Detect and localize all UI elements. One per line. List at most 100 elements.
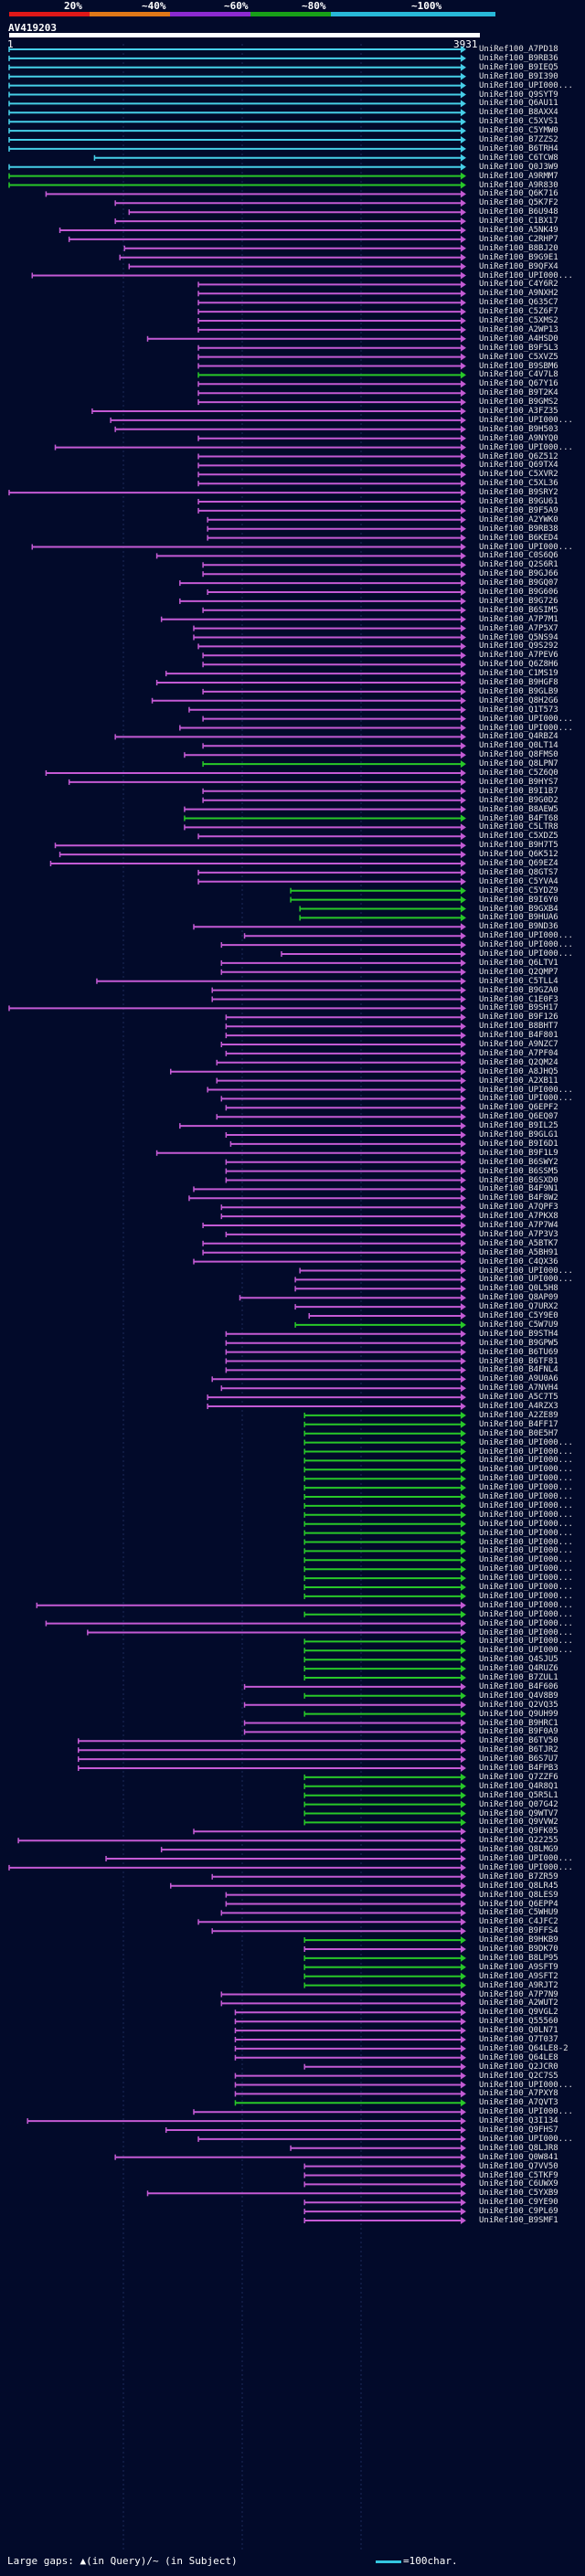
hit-label[interactable]: UniRef100_B9GLB9 [479, 686, 558, 696]
hit-bar[interactable] [193, 624, 466, 632]
hit-bar[interactable] [225, 1158, 466, 1166]
hit-bar[interactable] [197, 325, 466, 334]
hit-bar[interactable] [234, 2036, 466, 2043]
hit-label[interactable]: UniRef100_B6SWY2 [479, 1157, 558, 1167]
hit-label[interactable]: UniRef100_B6SXD0 [479, 1175, 558, 1185]
hit-bar[interactable] [216, 1058, 466, 1066]
hit-bar[interactable] [229, 1140, 466, 1148]
hit-label[interactable]: UniRef100_A9NYQ0 [479, 433, 558, 443]
hit-label[interactable]: UniRef100_B9F0A9 [479, 1727, 558, 1737]
hit-label[interactable]: UniRef100_Q635C7 [479, 298, 558, 308]
hit-label[interactable]: UniRef100_UPI000... [479, 1637, 573, 1647]
hit-label[interactable]: UniRef100_UPI000... [479, 1600, 573, 1610]
hit-label[interactable]: UniRef100_C2RHP7 [479, 234, 558, 244]
hit-bar[interactable] [220, 941, 466, 949]
hit-label[interactable]: UniRef100_B6KED4 [479, 533, 558, 543]
hit-label[interactable]: UniRef100_UPI000... [479, 1456, 573, 1466]
hit-bar[interactable] [160, 1846, 466, 1854]
hit-bar[interactable] [303, 1800, 466, 1808]
hit-label[interactable]: UniRef100_Q2VQ35 [479, 1700, 558, 1710]
hit-label[interactable]: UniRef100_B9RB36 [479, 53, 558, 63]
hit-label[interactable]: UniRef100_B6TRH4 [479, 143, 558, 154]
hit-label[interactable]: UniRef100_C5TLL4 [479, 976, 558, 986]
hit-bar[interactable] [243, 1719, 466, 1727]
hit-label[interactable]: UniRef100_A7PF04 [479, 1048, 558, 1058]
hit-label[interactable]: UniRef100_Q6EPP4 [479, 1899, 558, 1909]
hit-label[interactable]: UniRef100_B9GZA0 [479, 985, 558, 995]
hit-bar[interactable] [234, 2009, 466, 2017]
hit-label[interactable]: UniRef100_C5YVA4 [479, 876, 558, 886]
hit-label[interactable]: UniRef100_C5XMS2 [479, 316, 558, 325]
hit-bar[interactable] [8, 181, 466, 189]
hit-label[interactable]: UniRef100_UPI000... [479, 1510, 573, 1520]
hit-bar[interactable] [193, 1828, 466, 1836]
hit-bar[interactable] [8, 63, 466, 71]
hit-bar[interactable] [197, 317, 466, 324]
hit-bar[interactable] [31, 543, 466, 551]
hit-bar[interactable] [303, 1818, 466, 1827]
hit-label[interactable]: UniRef100_B9GPW5 [479, 1338, 558, 1348]
hit-label[interactable]: UniRef100_Q64LE8 [479, 2052, 558, 2062]
hit-bar[interactable] [193, 923, 466, 931]
hit-bar[interactable] [303, 1782, 466, 1790]
hit-bar[interactable] [207, 1403, 466, 1410]
hit-bar[interactable] [45, 190, 466, 198]
hit-bar[interactable] [197, 498, 466, 505]
hit-bar[interactable] [202, 687, 466, 695]
hit-bar[interactable] [188, 705, 466, 714]
hit-label[interactable]: UniRef100_Q2QMP7 [479, 967, 558, 977]
hit-bar[interactable] [17, 1837, 466, 1845]
hit-label[interactable]: UniRef100_Q6EPF2 [479, 1103, 558, 1113]
hit-label[interactable]: UniRef100_Q1T573 [479, 705, 558, 715]
hit-label[interactable]: UniRef100_A7PEV6 [479, 651, 558, 661]
hit-label[interactable]: UniRef100_C4Y6R2 [479, 280, 558, 290]
hit-label[interactable]: UniRef100_B9GU61 [479, 497, 558, 506]
hit-bar[interactable] [87, 1628, 466, 1637]
hit-bar[interactable] [234, 2090, 466, 2098]
hit-bar[interactable] [225, 1032, 466, 1040]
hit-label[interactable]: UniRef100_UPI000... [479, 1591, 573, 1601]
hit-label[interactable]: UniRef100_Q8LPN7 [479, 759, 558, 769]
hit-bar[interactable] [197, 1918, 466, 1926]
hit-bar[interactable] [225, 1330, 466, 1338]
hit-label[interactable]: UniRef100_UPI000... [479, 1555, 573, 1565]
hit-label[interactable]: UniRef100_Q5NS94 [479, 632, 558, 642]
hit-label[interactable]: UniRef100_Q9SYT9 [479, 90, 558, 100]
hit-bar[interactable] [239, 1294, 466, 1302]
hit-bar[interactable] [303, 2180, 466, 2189]
hit-bar[interactable] [197, 868, 466, 876]
hit-label[interactable]: UniRef100_Q4V8B9 [479, 1691, 558, 1701]
hit-bar[interactable] [294, 1276, 466, 1284]
hit-label[interactable]: UniRef100_UPI000... [479, 1447, 573, 1457]
hit-bar[interactable] [303, 2162, 466, 2170]
hit-bar[interactable] [8, 1863, 466, 1871]
hit-label[interactable]: UniRef100_B9QFX4 [479, 261, 558, 271]
hit-label[interactable]: UniRef100_Q0L5H8 [479, 1284, 558, 1294]
hit-bar[interactable] [290, 886, 466, 895]
hit-bar[interactable] [294, 1320, 466, 1329]
hit-bar[interactable] [243, 932, 466, 940]
hit-bar[interactable] [303, 1511, 466, 1519]
hit-label[interactable]: UniRef100_UPI000... [479, 940, 573, 950]
hit-bar[interactable] [220, 1041, 466, 1048]
hit-bar[interactable] [155, 552, 466, 560]
hit-bar[interactable] [114, 425, 466, 433]
hit-bar[interactable] [303, 1963, 466, 1971]
hit-label[interactable]: UniRef100_Q55560 [479, 2017, 558, 2027]
hit-label[interactable]: UniRef100_A9RMM7 [479, 171, 558, 181]
hit-bar[interactable] [211, 1872, 466, 1881]
hit-bar[interactable] [179, 724, 466, 732]
hit-bar[interactable] [303, 1584, 466, 1591]
hit-bar[interactable] [207, 1086, 466, 1094]
hit-label[interactable]: UniRef100_Q9UH99 [479, 1709, 558, 1719]
hit-label[interactable]: UniRef100_UPI000... [479, 1266, 573, 1276]
hit-label[interactable]: UniRef100_UPI000... [479, 1627, 573, 1638]
hit-label[interactable]: UniRef100_C6TCW8 [479, 153, 558, 163]
hit-bar[interactable] [216, 1113, 466, 1121]
hit-label[interactable]: UniRef100_A7P5X7 [479, 623, 558, 633]
hit-label[interactable]: UniRef100_B9IL25 [479, 1121, 558, 1131]
hit-label[interactable]: UniRef100_Q8LJR8 [479, 2143, 558, 2153]
hit-label[interactable]: UniRef100_Q7ZZF6 [479, 1772, 558, 1782]
hit-bar[interactable] [202, 787, 466, 795]
hit-label[interactable]: UniRef100_B9GJ66 [479, 569, 558, 579]
